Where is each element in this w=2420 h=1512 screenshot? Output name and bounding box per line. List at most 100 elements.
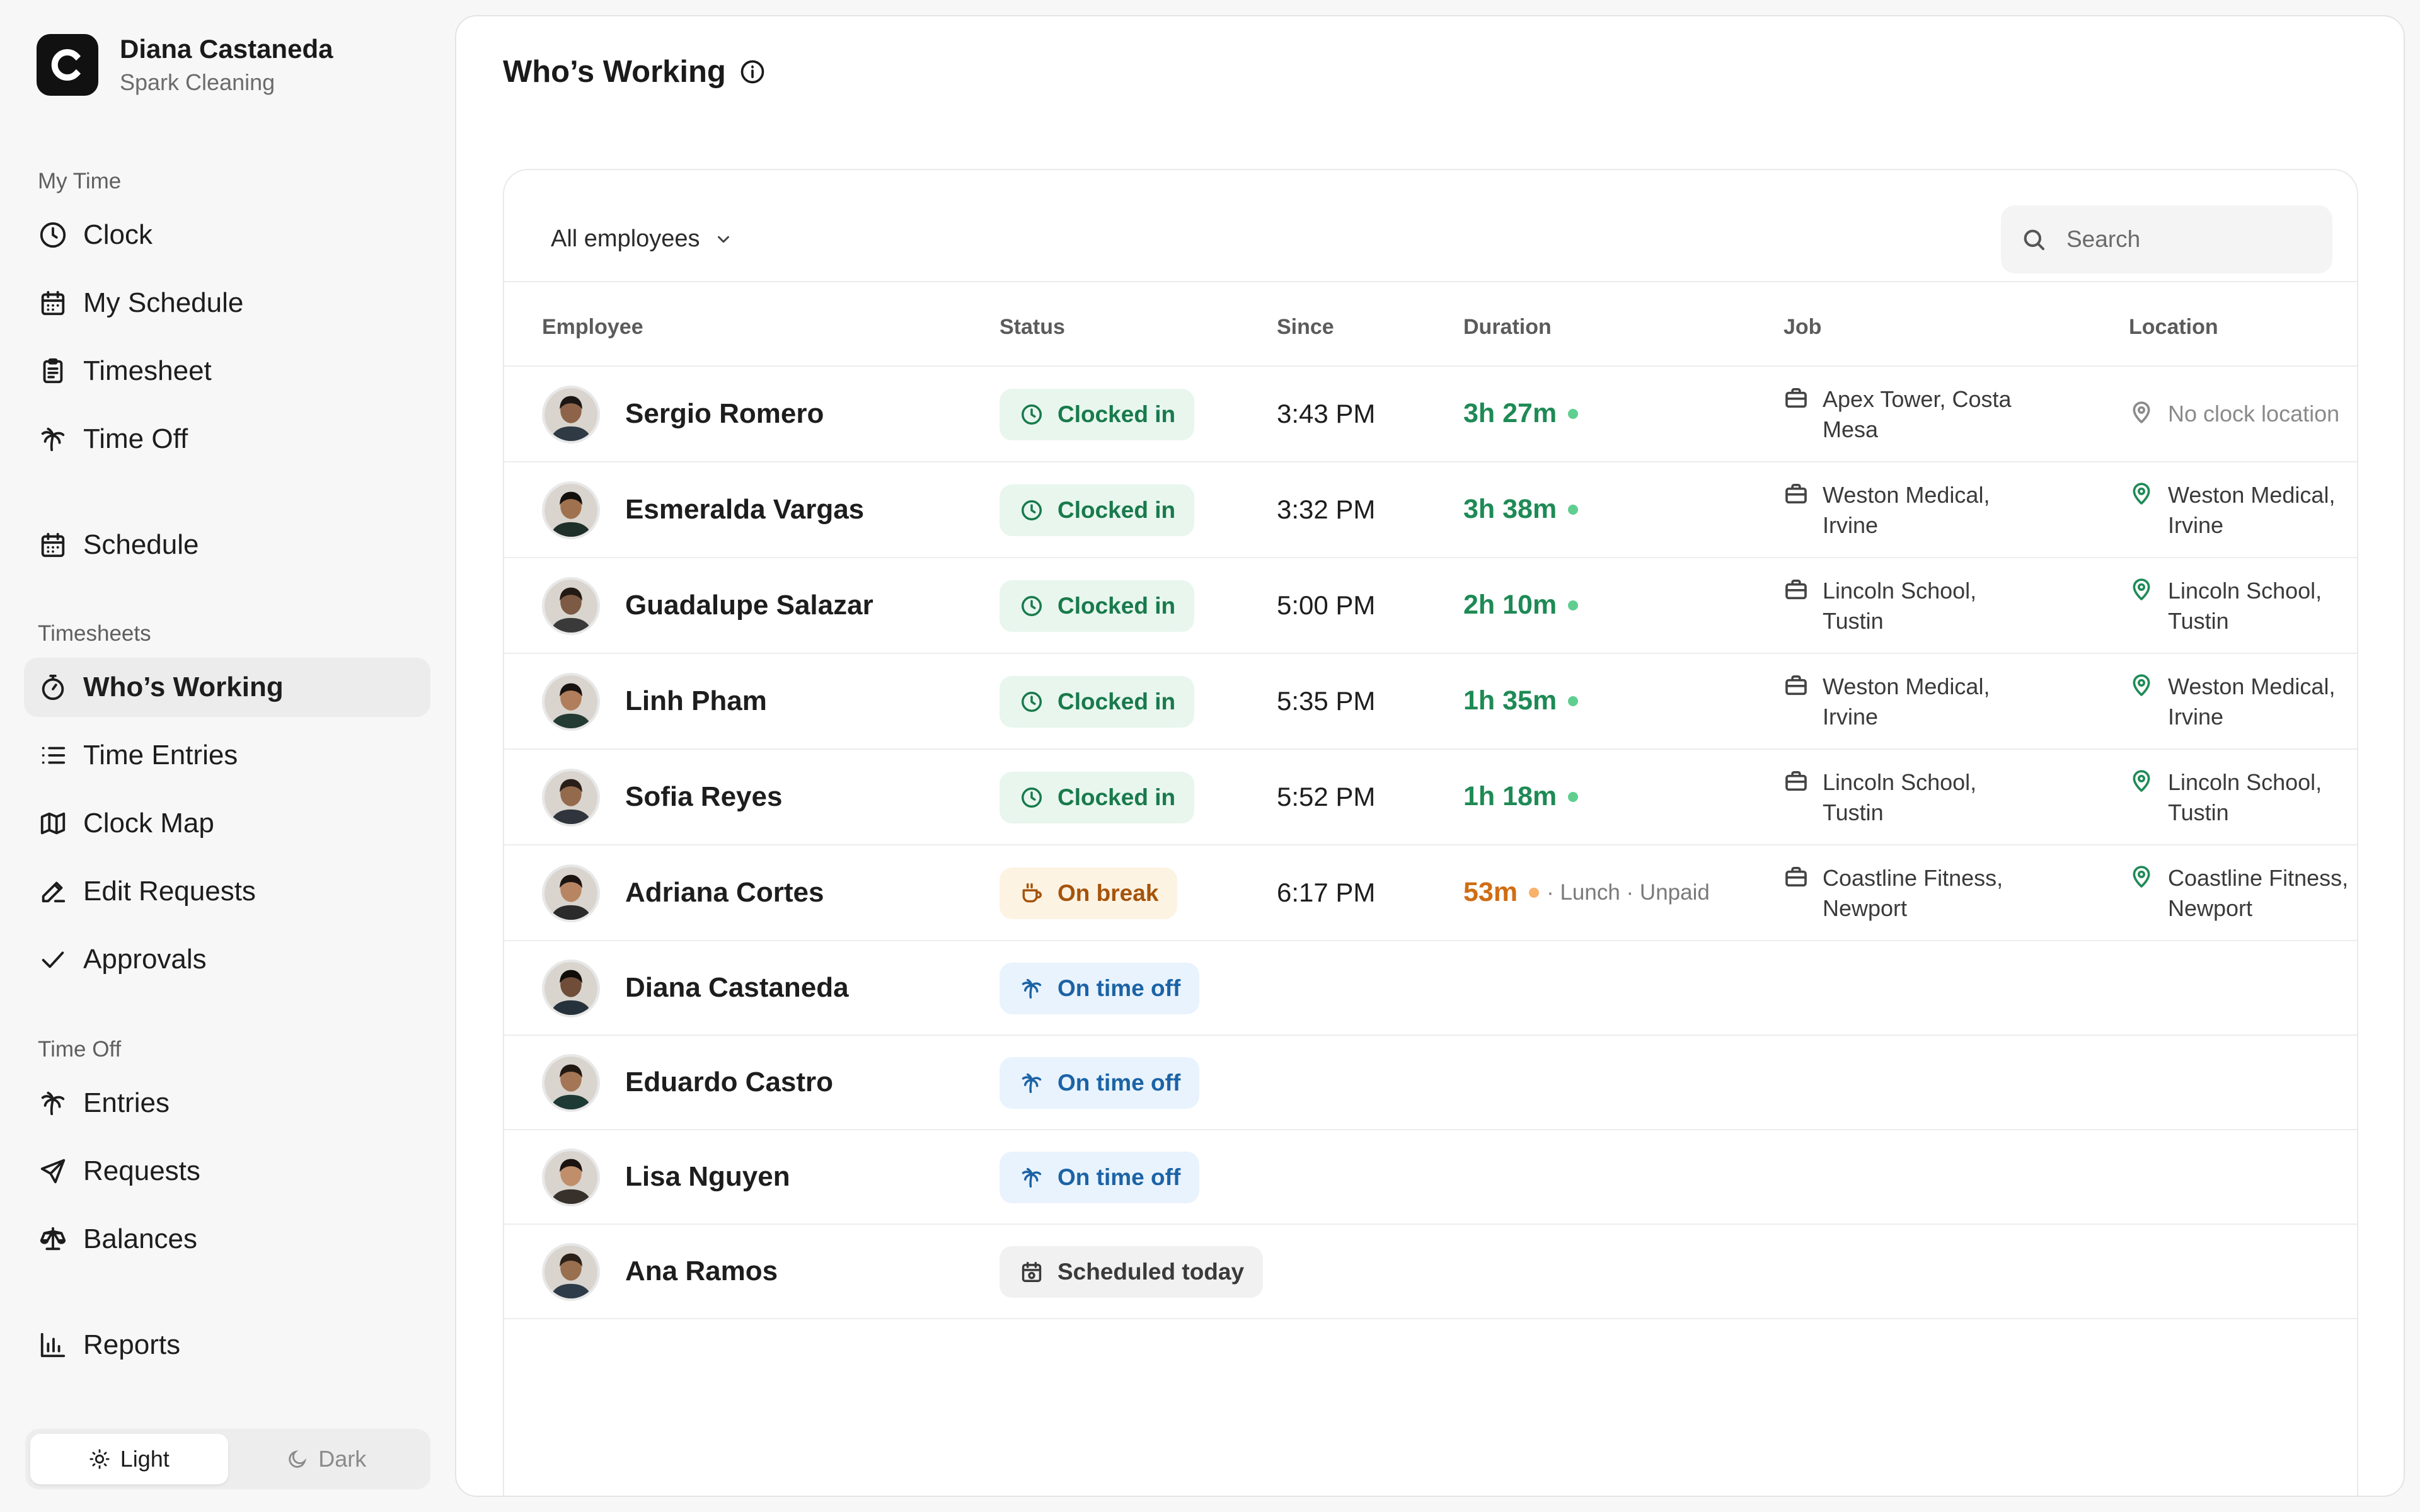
live-indicator-dot xyxy=(1568,791,1579,802)
table-row[interactable]: Guadalupe Salazar Clocked in 5:00 PM 2h 10m… xyxy=(504,558,2357,654)
palm-tree-icon xyxy=(38,424,68,454)
page-title: Who’s Working xyxy=(503,54,766,89)
sidebar-item-reports[interactable]: Reports xyxy=(24,1315,430,1375)
job-cell: Weston Medical, Irvine xyxy=(1783,672,2049,732)
map-pin-icon xyxy=(2129,480,2154,507)
employee-name[interactable]: Sergio Romero xyxy=(625,398,824,429)
search-box[interactable] xyxy=(2001,205,2332,273)
job-name-line-2: Irvine xyxy=(1823,704,1879,730)
table-row[interactable]: Esmeralda Vargas Clocked in 3:32 PM 3h 38m W… xyxy=(504,462,2357,558)
info-icon[interactable] xyxy=(739,58,766,86)
status-badge: On break xyxy=(1000,868,1178,919)
sidebar-item-edit-requests[interactable]: Edit Requests xyxy=(24,862,430,921)
theme-dark-button[interactable]: Dark xyxy=(228,1434,426,1484)
theme-light-button[interactable]: Light xyxy=(30,1434,228,1484)
sidebar-item-approvals[interactable]: Approvals xyxy=(24,930,430,989)
stopwatch-icon xyxy=(38,672,68,702)
status-label: Clocked in xyxy=(1057,784,1176,810)
map-pin-icon xyxy=(2129,767,2154,794)
map-pin-icon xyxy=(2129,576,2154,602)
avatar xyxy=(542,1148,600,1206)
sidebar-item-label: Reports xyxy=(83,1329,181,1360)
column-header-location[interactable]: Location xyxy=(2129,315,2218,339)
calendar-icon xyxy=(38,530,68,560)
employee-filter-value: All employees xyxy=(551,226,700,252)
sidebar-item-entries[interactable]: Entries xyxy=(24,1074,430,1133)
clock-icon xyxy=(38,220,68,250)
sidebar-item-my-schedule[interactable]: My Schedule xyxy=(24,273,430,333)
since-time: 6:17 PM xyxy=(1277,878,1376,907)
table-row[interactable]: Eduardo Castro On time off xyxy=(504,1036,2357,1130)
column-header-since[interactable]: Since xyxy=(1277,315,1334,339)
table-row[interactable]: Diana Castaneda On time off xyxy=(504,941,2357,1036)
location-cell: Coastline Fitness, Newport xyxy=(2129,863,2357,924)
table-row[interactable]: Ana Ramos Scheduled today xyxy=(504,1225,2357,1319)
sidebar-item-schedule[interactable]: Schedule xyxy=(24,515,430,575)
employee-name[interactable]: Adriana Cortes xyxy=(625,877,824,908)
theme-toggle: Light Dark xyxy=(25,1429,430,1489)
profile-header[interactable]: Diana Castaneda Spark Cleaning xyxy=(37,33,333,97)
employee-name[interactable]: Ana Ramos xyxy=(625,1256,778,1286)
column-header-status[interactable]: Status xyxy=(1000,315,1065,339)
sidebar-item-clock[interactable]: Clock xyxy=(24,205,430,265)
table-row[interactable]: Adriana Cortes On break 6:17 PM 53m · Lunch … xyxy=(504,845,2357,941)
employee-name[interactable]: Sofia Reyes xyxy=(625,781,783,812)
location-line-2: Irvine xyxy=(2168,512,2224,538)
briefcase-icon xyxy=(1783,767,1809,794)
since-time: 5:52 PM xyxy=(1277,782,1376,811)
since-time: 3:32 PM xyxy=(1277,495,1376,524)
table-row[interactable]: Sofia Reyes Clocked in 5:52 PM 1h 18m Lincol… xyxy=(504,750,2357,845)
briefcase-icon xyxy=(1783,672,1809,698)
status-label: Clocked in xyxy=(1057,689,1176,714)
duration-value: 1h 18m xyxy=(1463,781,1557,811)
column-header-employee[interactable]: Employee xyxy=(542,315,643,339)
table-row[interactable]: Lisa Nguyen On time off xyxy=(504,1130,2357,1225)
location-cell: Weston Medical, Irvine xyxy=(2129,480,2357,541)
bar-chart-icon xyxy=(38,1330,68,1360)
since-time: 5:00 PM xyxy=(1277,590,1376,620)
duration-value: 1h 35m xyxy=(1463,685,1557,716)
location-line-1: Lincoln School, xyxy=(2168,769,2322,795)
send-icon xyxy=(38,1156,68,1186)
employee-name[interactable]: Linh Pham xyxy=(625,685,767,716)
location-line-1: Weston Medical, xyxy=(2168,482,2336,508)
avatar xyxy=(542,864,600,922)
employee-name[interactable]: Guadalupe Salazar xyxy=(625,590,873,621)
sidebar-item-whos-working[interactable]: Who’s Working xyxy=(24,658,430,717)
sidebar-item-time-off[interactable]: Time Off xyxy=(24,410,430,469)
sidebar-item-balances[interactable]: Balances xyxy=(24,1210,430,1269)
status-badge: Clocked in xyxy=(1000,484,1195,536)
duration-note: · Lunch · Unpaid xyxy=(1547,879,1710,905)
job-cell: Apex Tower, Costa Mesa xyxy=(1783,384,2049,445)
theme-light-label: Light xyxy=(120,1446,170,1472)
employee-filter-dropdown[interactable]: All employees xyxy=(551,226,733,253)
employee-name[interactable]: Esmeralda Vargas xyxy=(625,494,865,525)
sun-icon xyxy=(89,1449,110,1469)
sidebar-item-label: Approvals xyxy=(83,944,207,975)
briefcase-icon xyxy=(1783,480,1809,507)
search-input[interactable] xyxy=(2066,226,2319,253)
sidebar-item-label: Requests xyxy=(83,1155,200,1186)
sidebar-item-label: Who’s Working xyxy=(83,672,284,702)
column-header-duration[interactable]: Duration xyxy=(1463,315,1552,339)
sidebar-item-timesheet[interactable]: Timesheet xyxy=(24,341,430,401)
table-row[interactable]: Sergio Romero Clocked in 3:43 PM 3h 27m Apex… xyxy=(504,367,2357,462)
live-indicator-dot xyxy=(1568,696,1579,706)
employee-name[interactable]: Diana Castaneda xyxy=(625,972,849,1003)
location-line-2: Irvine xyxy=(2168,704,2224,730)
location-line-2: Tustin xyxy=(2168,608,2229,634)
clock-icon xyxy=(1020,594,1057,618)
location-cell: Weston Medical, Irvine xyxy=(2129,672,2357,732)
sidebar-item-clock-map[interactable]: Clock Map xyxy=(24,794,430,853)
avatar xyxy=(542,481,600,539)
clipboard-icon xyxy=(38,356,68,386)
sidebar-item-label: Entries xyxy=(83,1087,170,1118)
employee-name[interactable]: Eduardo Castro xyxy=(625,1067,834,1097)
employee-name[interactable]: Lisa Nguyen xyxy=(625,1161,790,1192)
column-header-job[interactable]: Job xyxy=(1783,315,1822,339)
table-row[interactable]: Linh Pham Clocked in 5:35 PM 1h 35m Weston M… xyxy=(504,654,2357,750)
sidebar-item-label: Balances xyxy=(83,1223,198,1254)
sidebar-item-requests[interactable]: Requests xyxy=(24,1142,430,1201)
sidebar-item-time-entries[interactable]: Time Entries xyxy=(24,726,430,785)
profile-org: Spark Cleaning xyxy=(120,69,275,95)
